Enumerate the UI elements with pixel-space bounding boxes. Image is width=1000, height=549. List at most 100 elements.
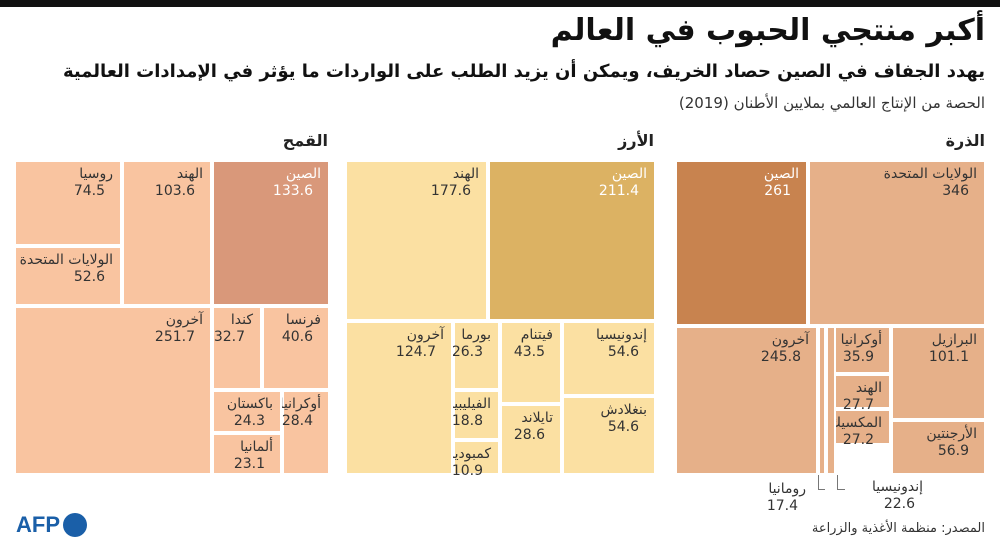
cell-name: إندونيسيا xyxy=(596,327,647,343)
cell-name: آخرون xyxy=(165,312,203,328)
cell-name: الصين xyxy=(285,166,321,182)
cell-value: 54.6 xyxy=(607,344,639,360)
wheat-cell-3: الولايات المتحدة 52.6 xyxy=(14,246,122,306)
rice-cell-2: إندونيسيا 54.6 xyxy=(562,321,656,396)
cell-name: الهند xyxy=(855,380,882,396)
cell-name: آخرون xyxy=(406,327,444,343)
cell-name: البرازيل xyxy=(931,332,977,348)
wheat-cell-label: آخرون 251.7 xyxy=(155,312,203,346)
callout-value: 22.6 xyxy=(883,496,915,512)
wheat-cell-label: أوكرانيا 28.4 xyxy=(280,396,321,430)
cell-value: 28.4 xyxy=(281,413,313,429)
wheat-cell-label: الولايات المتحدة 52.6 xyxy=(20,252,113,286)
cell-name: بنغلادش xyxy=(600,402,647,418)
cell-name: الولايات المتحدة xyxy=(19,252,113,268)
wheat-cell-label: كندا 32.7 xyxy=(214,312,253,346)
wheat-treemap: الصين 133.6 الهند 103.6 روسيا 74.5 الولايات ال… xyxy=(14,160,330,475)
wheat-cell-4: فرنسا 40.6 xyxy=(262,306,330,390)
units-note: الحصة من الإنتاج العالمي بملايين الأطنان… xyxy=(678,94,985,112)
cell-name: الهند xyxy=(176,166,203,182)
wheat-panel-title: القمح xyxy=(282,131,328,150)
rice-cell-1: الهند 177.6 xyxy=(345,160,488,321)
corn-cell-label: البرازيل 101.1 xyxy=(929,332,977,366)
cell-name: كندا xyxy=(230,312,253,328)
cell-name: روسيا xyxy=(79,166,113,182)
wheat-cell-label: روسيا 74.5 xyxy=(74,166,113,200)
cell-name: الأرجنتين xyxy=(926,426,977,442)
cell-name: تايلاند xyxy=(521,410,553,426)
cell-name: بورما xyxy=(461,327,491,343)
corn-cell-1: الصين 261 xyxy=(675,160,808,326)
wheat-cell-2: روسيا 74.5 xyxy=(14,160,122,246)
cell-value: 43.5 xyxy=(513,344,545,360)
cell-value: 74.5 xyxy=(73,183,105,199)
corn-cell-label: الولايات المتحدة 346 xyxy=(884,166,977,200)
cell-value: 103.6 xyxy=(154,183,195,199)
rice-cell-4: فيتنام 43.5 xyxy=(500,321,562,404)
rice-cell-9: آخرون 124.7 xyxy=(345,321,453,475)
rice-cell-label: فيتنام 43.5 xyxy=(514,327,553,361)
cell-value: 27.2 xyxy=(842,432,874,448)
cell-value: 26.3 xyxy=(451,344,483,360)
cell-name: فرنسا xyxy=(285,312,321,328)
rice-cell-label: الفيليبين 18.8 xyxy=(444,396,491,430)
cell-name: الولايات المتحدة xyxy=(883,166,977,182)
corn-cell-label: الأرجنتين 56.9 xyxy=(926,426,977,460)
cell-name: فيتنام xyxy=(520,327,553,343)
cell-value: 40.6 xyxy=(281,329,313,345)
cell-name: الهند xyxy=(452,166,479,182)
cell-name: ألمانيا xyxy=(240,439,273,455)
callout-name: رومانيا xyxy=(768,481,806,497)
rice-cell-label: بورما 26.3 xyxy=(452,327,491,361)
rice-cell-6: بورما 26.3 xyxy=(452,321,500,390)
afp-logo: AFP xyxy=(16,512,87,538)
indonesia-callout: إندونيسيا 22.6 xyxy=(872,479,923,513)
cell-name: المكسيك xyxy=(829,415,883,431)
rice-cell-7: الفيليبين 18.8 xyxy=(444,390,500,440)
cell-value: 245.8 xyxy=(760,349,801,365)
corn-cell-2: البرازيل 101.1 xyxy=(891,326,986,420)
rice-cell-label: إندونيسيا 54.6 xyxy=(596,327,647,361)
rice-cell-label: الهند 177.6 xyxy=(431,166,479,200)
cell-value: 177.6 xyxy=(430,183,471,199)
corn-cell-3: الأرجنتين 56.9 xyxy=(891,420,986,475)
source-note: المصدر: منظمة الأغذية والزراعة xyxy=(811,521,985,536)
wheat-cell-label: الصين 133.6 xyxy=(273,166,321,200)
top-bar xyxy=(0,0,1000,7)
corn-cell-6: المكسيك 27.2 xyxy=(827,409,891,448)
cell-value: 24.3 xyxy=(233,413,265,429)
corn-cell-7 xyxy=(826,326,836,475)
cell-value: 133.6 xyxy=(272,183,313,199)
cell-name: الصين xyxy=(763,166,799,182)
rice-cell-5: تايلاند 28.6 xyxy=(500,404,562,475)
rice-cell-label: آخرون 124.7 xyxy=(396,327,444,361)
cell-name: أوكرانيا xyxy=(840,332,882,348)
cell-value: 211.4 xyxy=(598,183,639,199)
cell-value: 23.1 xyxy=(233,456,265,472)
rice-treemap: الصين 211.4 الهند 177.6 إندونيسيا 54.6 بنغلادش… xyxy=(345,160,656,479)
wheat-cell-8: ألمانيا 23.1 xyxy=(212,433,282,475)
cell-value: 32.7 xyxy=(213,329,245,345)
rice-panel-title: الأرز xyxy=(618,131,654,150)
wheat-cell-label: باكستان 24.3 xyxy=(227,396,273,430)
cell-value: 35.9 xyxy=(842,349,874,365)
wheat-cell-9: آخرون 251.7 xyxy=(14,306,212,475)
corn-cell-5: الهند 27.7 xyxy=(827,374,891,413)
page-subtitle: يهدد الجفاف في الصين حصاد الخريف، ويمكن … xyxy=(62,61,985,82)
page-title: أكبر منتجي الحبوب في العالم xyxy=(550,13,985,48)
cell-value: 52.6 xyxy=(73,269,105,285)
cell-name: أوكرانيا xyxy=(279,396,321,412)
wheat-cell-label: فرنسا 40.6 xyxy=(282,312,321,346)
indonesia-leader-line xyxy=(837,475,845,490)
rice-cell-label: الصين 211.4 xyxy=(599,166,647,200)
rice-cell-label: تايلاند 28.6 xyxy=(514,410,553,444)
corn-cell-8 xyxy=(818,326,826,475)
afp-logo-dot xyxy=(63,513,87,537)
cell-value: 124.7 xyxy=(395,344,436,360)
cell-value: 18.8 xyxy=(451,413,483,429)
wheat-cell-label: الهند 103.6 xyxy=(155,166,203,200)
rice-cell-0: الصين 211.4 xyxy=(488,160,656,321)
corn-cell-label: آخرون 245.8 xyxy=(761,332,809,366)
cell-value: 10.9 xyxy=(451,463,483,479)
wheat-cell-label: ألمانيا 23.1 xyxy=(234,439,273,473)
